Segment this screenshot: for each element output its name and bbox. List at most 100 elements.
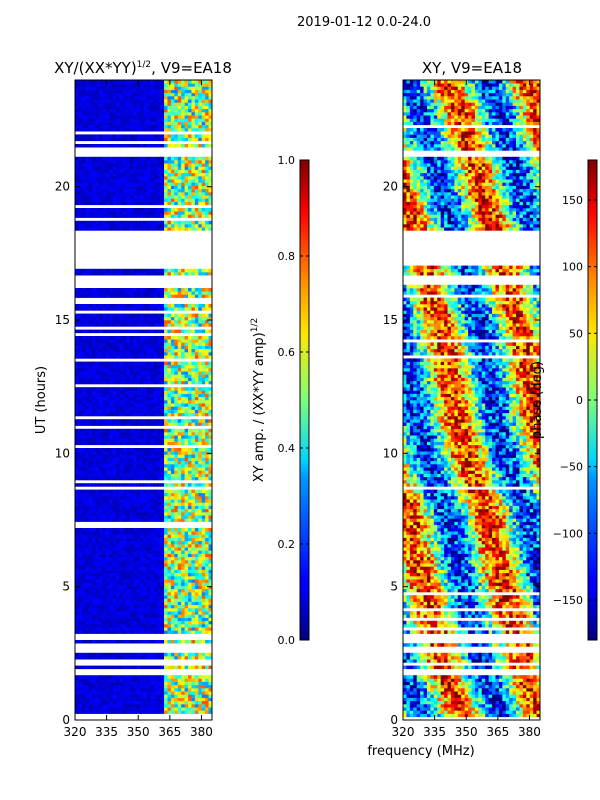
heatmap-cell (191, 201, 196, 206)
heatmap-cell (116, 499, 120, 503)
heatmap-cell (181, 323, 185, 327)
heatmap-cell (126, 211, 131, 215)
heatmap-cell (208, 396, 213, 401)
heatmap-cell (160, 195, 165, 199)
heatmap-cell (198, 396, 203, 401)
heatmap-cell (116, 553, 120, 558)
heatmap-cell (98, 406, 103, 410)
heatmap-cell (119, 595, 124, 599)
heatmap-cell (109, 537, 114, 542)
heatmap-cell (198, 460, 203, 465)
heatmap-cell (208, 464, 213, 468)
heatmap-cell (191, 556, 196, 561)
heatmap-cell (160, 268, 165, 273)
heatmap-cell (205, 617, 209, 622)
heatmap-cell (143, 688, 148, 692)
heatmap-cell (174, 630, 179, 634)
heatmap-cell (136, 556, 141, 561)
heatmap-cell (140, 556, 144, 561)
heatmap-cell (81, 198, 86, 202)
heatmap-cell (188, 291, 192, 295)
heatmap-cell (167, 640, 172, 644)
heatmap-cell (184, 390, 189, 394)
heatmap-cell (88, 652, 93, 657)
heatmap-cell (109, 569, 114, 574)
heatmap-cell (122, 377, 127, 382)
heatmap-cell (146, 320, 151, 324)
heatmap-cell (119, 214, 124, 218)
heatmap-cell (167, 601, 172, 606)
heatmap-cell (81, 656, 86, 660)
heatmap-cell (78, 572, 83, 577)
heatmap-cell (95, 624, 100, 628)
heatmap-cell (191, 412, 196, 417)
heatmap-cell (126, 272, 131, 276)
heatmap-cell (181, 220, 185, 225)
heatmap-cell (167, 422, 172, 426)
heatmap-cell (153, 304, 158, 308)
heatmap-cell (92, 220, 96, 225)
heatmap-cell (92, 307, 96, 311)
heatmap-cell (205, 329, 209, 334)
heatmap-cell (153, 192, 158, 196)
heatmap-cell (201, 585, 206, 590)
heatmap-cell (160, 496, 165, 500)
heatmap-cell (98, 624, 103, 628)
heatmap-cell (119, 342, 124, 346)
heatmap-cell (105, 604, 110, 609)
heatmap-cell (105, 611, 110, 615)
heatmap-cell (181, 316, 185, 321)
heatmap-cell (136, 707, 141, 711)
heatmap-cell (208, 214, 213, 218)
heatmap-cell (194, 614, 199, 618)
heatmap-cell (92, 608, 96, 612)
heatmap-cell (75, 211, 79, 215)
heatmap-cell (78, 304, 83, 308)
heatmap-cell (174, 585, 179, 590)
heatmap-cell (92, 684, 96, 689)
heatmap-cell (88, 329, 93, 334)
heatmap-cell (136, 291, 141, 295)
heatmap-cell (188, 316, 192, 321)
heatmap-cell (184, 588, 189, 593)
heatmap-cell (153, 675, 158, 679)
heatmap-cell (78, 681, 83, 686)
heatmap-cell (109, 435, 114, 439)
heatmap-cell (136, 588, 141, 593)
heatmap-cell (105, 348, 110, 353)
heatmap-cell (153, 553, 158, 558)
heatmap-cell (78, 550, 83, 554)
heatmap-cell (201, 192, 206, 196)
heatmap-cell (88, 342, 93, 346)
heatmap-cell (92, 652, 96, 657)
heatmap-cell (208, 361, 213, 366)
heatmap-cell (160, 604, 165, 609)
heatmap-cell (92, 611, 96, 615)
heatmap-cell (184, 579, 189, 583)
heatmap-cell (85, 419, 90, 423)
heatmap-cell (136, 604, 141, 609)
heatmap-cell (116, 320, 120, 324)
heatmap-cell (88, 460, 93, 465)
heatmap-cell (126, 704, 131, 708)
heatmap-cell (174, 620, 179, 625)
heatmap-cell (81, 441, 86, 446)
heatmap-cell (129, 432, 134, 436)
heatmap-cell (92, 387, 96, 391)
heatmap-cell (191, 188, 196, 193)
heatmap-cell (136, 515, 141, 519)
heatmap-cell (198, 678, 203, 682)
heatmap-cell (126, 185, 131, 190)
heatmap-cell (116, 540, 120, 545)
heatmap-cell (140, 595, 144, 599)
heatmap-cell (150, 678, 155, 682)
heatmap-cell (122, 512, 127, 516)
heatmap-cell (140, 684, 144, 689)
heatmap-cell (98, 608, 103, 612)
heatmap-cell (157, 540, 162, 545)
heatmap-cell (205, 396, 209, 401)
heatmap-cell (146, 569, 151, 574)
heatmap-cell (98, 483, 103, 487)
heatmap-cell (75, 448, 79, 452)
heatmap-cell (81, 592, 86, 596)
